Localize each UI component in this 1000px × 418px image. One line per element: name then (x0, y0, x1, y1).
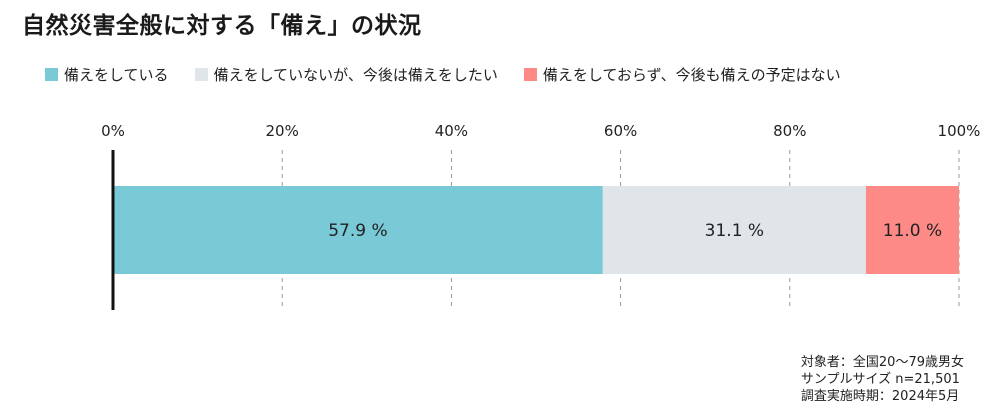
x-tick-label-20: 20% (266, 122, 299, 140)
legend-swatch-not-prepared-want (194, 67, 208, 81)
data-label-2: 31.1 % (705, 221, 764, 241)
x-tick-label-60: 60% (604, 122, 637, 140)
legend-swatch-prepared (45, 67, 58, 81)
chart-title: 自然災害全般に対する「備え」の状況 (22, 13, 422, 39)
legend-label-not-prepared-want: 備えをしていないが、今後は備えをしたい (213, 65, 498, 84)
bar-segment-3 (865, 186, 959, 274)
x-tick-label-80: 80% (773, 122, 806, 140)
data-label-1: 57.9 % (328, 221, 387, 241)
note-survey-period: 調査実施時期：2024年5月 (800, 389, 960, 404)
legend-label-not-prepared-no-plan: 備えをしておらず、今後も備えの予定はない (542, 65, 841, 84)
bar-segment-1 (113, 186, 603, 274)
note-sample-size: サンプルサイズ n=21,501 (800, 372, 960, 387)
x-tick-label-40: 40% (435, 122, 468, 140)
bar-segment-2 (602, 186, 866, 274)
x-tick-label-0: 0% (101, 122, 125, 140)
x-tick-label-100: 100% (938, 122, 981, 140)
legend: 備えをしている 備えをしていないが、今後は備えをしたい 備えをしておらず、今後も… (45, 63, 867, 85)
legend-label-prepared: 備えをしている (64, 65, 169, 84)
survey-notes: 対象者：全国20～79歳男女 サンプルサイズ n=21,501 調査実施時期：2… (801, 354, 964, 405)
legend-item-not-prepared-no-plan: 備えをしておらず、今後も備えの予定はない (523, 64, 841, 85)
note-target: 対象者：全国20～79歳男女 (800, 355, 964, 370)
data-label-3: 11.0 % (883, 221, 942, 241)
legend-item-not-prepared-want: 備えをしていないが、今後は備えをしたい (194, 64, 498, 85)
legend-item-prepared: 備えをしている (45, 64, 169, 85)
legend-swatch-not-prepared-no-plan (523, 67, 537, 81)
